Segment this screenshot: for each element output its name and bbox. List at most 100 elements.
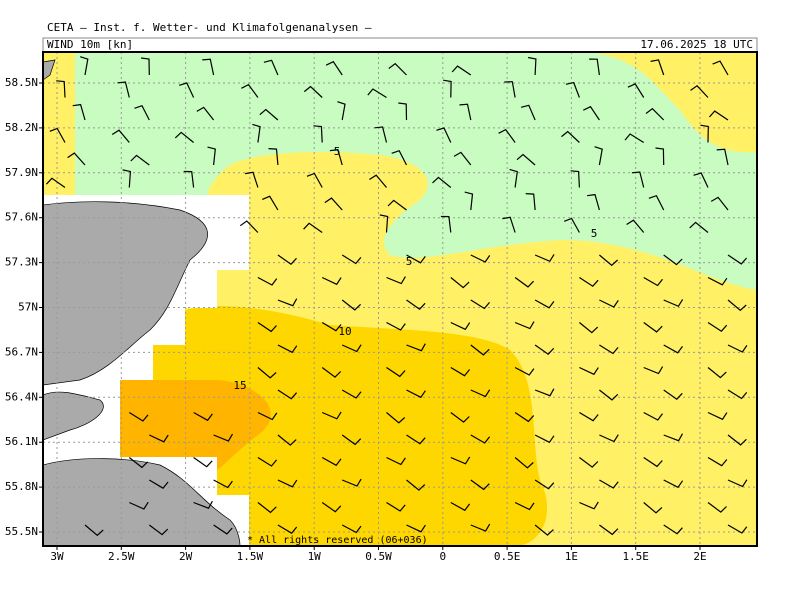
wind-barb	[516, 153, 536, 166]
wind-barb	[374, 126, 388, 143]
wind-barb	[470, 523, 491, 532]
wind-barb	[514, 321, 535, 330]
wind-barb	[277, 524, 298, 534]
x-tick-label: 1E	[565, 550, 578, 563]
wind-barb	[643, 502, 663, 514]
wind-barb	[690, 85, 709, 98]
wind-barb	[379, 214, 389, 233]
wind-barb	[534, 479, 555, 490]
wind-barb	[130, 154, 150, 166]
wind-barb	[716, 148, 729, 166]
x-tick-label: 1W	[308, 550, 322, 563]
wind-barb	[708, 110, 729, 121]
wind-barb	[80, 56, 89, 76]
wind-barb	[321, 411, 342, 420]
wind-barb	[406, 479, 426, 491]
wind-barb	[341, 389, 362, 399]
wind-barb	[643, 366, 664, 375]
wind-barb	[453, 151, 472, 166]
wind-barb	[450, 501, 471, 512]
wind-barb	[193, 457, 213, 468]
wind-barb	[67, 152, 86, 166]
wind-barb	[579, 501, 599, 510]
contour-label: 5	[591, 227, 598, 240]
wind-barb	[707, 411, 728, 421]
wind-barb	[440, 215, 452, 233]
wind-barb	[386, 276, 406, 285]
wind-barb	[56, 80, 66, 98]
wind-barb	[627, 83, 645, 98]
y-tick-label: 57.9N	[5, 166, 38, 179]
y-tick-label: 57.6N	[5, 211, 38, 224]
wind-barb	[207, 146, 216, 166]
wind-barb	[579, 276, 599, 287]
wind-barb	[386, 412, 406, 424]
copyright: * All rights reserved (06+036)	[247, 535, 428, 546]
wind-barb	[313, 125, 323, 143]
wind-barb	[277, 434, 297, 446]
wind-barb	[262, 195, 279, 211]
wind-barb	[406, 524, 426, 533]
wind-barb	[509, 168, 518, 188]
wind-barbs	[45, 56, 748, 537]
wind-barb	[277, 298, 298, 307]
wind-barb	[406, 343, 426, 352]
wind-barb	[504, 81, 516, 98]
wind-barb	[252, 123, 261, 143]
wind-barb	[303, 85, 323, 98]
wind-barb	[193, 500, 213, 509]
wind-barb	[148, 479, 169, 489]
wind-barb	[663, 433, 684, 442]
wind-barb	[643, 457, 663, 468]
wind-barb	[179, 82, 195, 98]
wind-barb	[239, 220, 259, 233]
wind-barb	[341, 344, 362, 353]
wind-barb	[707, 502, 727, 513]
x-tick-label: 2.5W	[108, 550, 135, 563]
wind-barb	[727, 254, 748, 265]
contour-label: 10	[338, 325, 351, 338]
y-tick-label: 55.8N	[5, 480, 38, 493]
wind-barb	[707, 456, 728, 467]
wind-barb	[450, 277, 470, 289]
panel-title: WIND 10m [kn]	[47, 38, 133, 51]
wind-barb	[303, 222, 323, 233]
wind-barb	[436, 127, 452, 143]
wind-barb	[470, 479, 490, 491]
map-area	[43, 52, 757, 546]
wind-barb	[72, 103, 86, 121]
wind-barb	[645, 107, 665, 121]
wind-barb	[406, 299, 426, 310]
wind-barb	[149, 434, 169, 443]
wind-barb	[534, 388, 555, 397]
wind-barb	[263, 59, 279, 76]
wind-barb	[134, 104, 150, 121]
wind-barb	[498, 128, 516, 143]
wind-barb	[259, 108, 279, 121]
wind-barb	[470, 434, 491, 444]
wind-barb	[561, 130, 580, 143]
wind-barb	[321, 367, 342, 378]
wind-barb	[579, 366, 599, 376]
wind-barb	[663, 344, 683, 354]
wind-barb	[583, 105, 600, 121]
wind-barb	[727, 299, 747, 312]
wind-barb	[321, 321, 342, 332]
wind-barb	[579, 322, 599, 334]
wind-barb	[451, 65, 472, 76]
wind-barb	[599, 479, 619, 489]
wind-barb	[514, 277, 535, 288]
wind-barb	[470, 254, 491, 263]
y-tick-label: 57.3N	[5, 256, 38, 269]
wind-barb	[174, 131, 194, 143]
x-tick-label: 1.5W	[237, 550, 264, 563]
wind-barb	[341, 434, 362, 446]
y-tick-label: 58.5N	[5, 76, 38, 89]
wind-barb	[527, 56, 537, 76]
wind-barb	[663, 254, 683, 266]
wind-barb	[257, 411, 278, 421]
wind-barb	[631, 171, 645, 188]
wind-barb	[49, 127, 66, 143]
wind-barb	[257, 367, 277, 379]
x-tick-label: 0	[439, 550, 446, 563]
